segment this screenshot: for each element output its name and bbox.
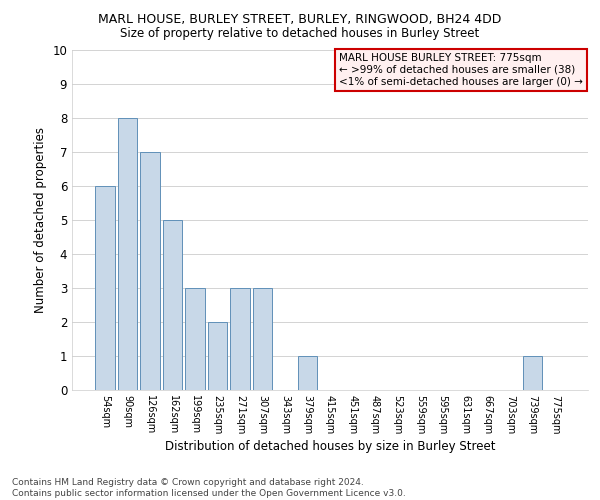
Bar xyxy=(298,356,317,390)
Bar xyxy=(185,288,205,390)
Bar xyxy=(140,152,160,390)
X-axis label: Distribution of detached houses by size in Burley Street: Distribution of detached houses by size … xyxy=(165,440,495,453)
Bar xyxy=(95,186,115,390)
Bar xyxy=(230,288,250,390)
Bar xyxy=(523,356,542,390)
Bar xyxy=(118,118,137,390)
Text: Contains HM Land Registry data © Crown copyright and database right 2024.
Contai: Contains HM Land Registry data © Crown c… xyxy=(12,478,406,498)
Text: Size of property relative to detached houses in Burley Street: Size of property relative to detached ho… xyxy=(121,28,479,40)
Bar xyxy=(208,322,227,390)
Text: MARL HOUSE BURLEY STREET: 775sqm
← >99% of detached houses are smaller (38)
<1% : MARL HOUSE BURLEY STREET: 775sqm ← >99% … xyxy=(339,54,583,86)
Bar xyxy=(163,220,182,390)
Bar xyxy=(253,288,272,390)
Y-axis label: Number of detached properties: Number of detached properties xyxy=(34,127,47,313)
Text: MARL HOUSE, BURLEY STREET, BURLEY, RINGWOOD, BH24 4DD: MARL HOUSE, BURLEY STREET, BURLEY, RINGW… xyxy=(98,12,502,26)
